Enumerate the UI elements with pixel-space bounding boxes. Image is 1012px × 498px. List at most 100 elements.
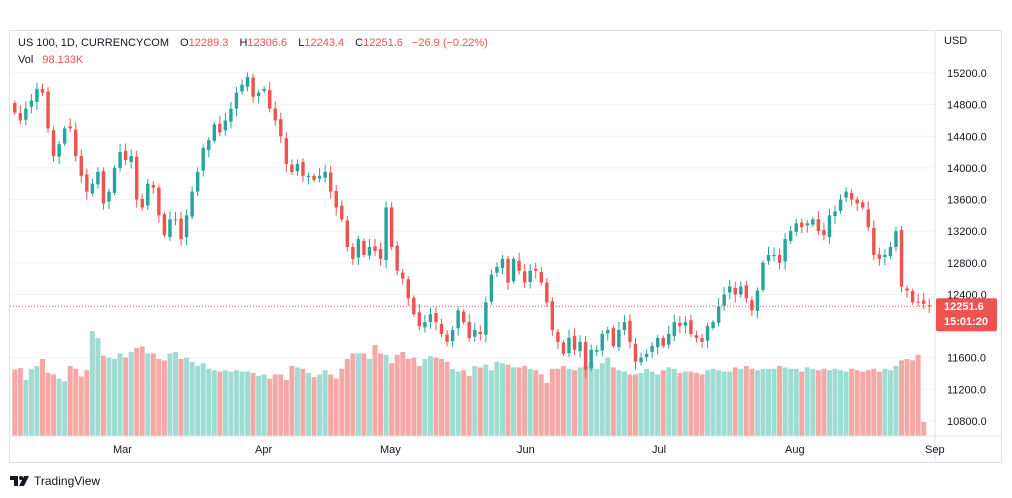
- candle-body: [134, 156, 139, 200]
- candle-body: [506, 258, 510, 283]
- candle-body: [905, 288, 909, 291]
- volume-bar: [760, 368, 766, 436]
- candle-body: [201, 148, 205, 171]
- volume-bar: [538, 374, 544, 436]
- volume-bar: [184, 357, 190, 436]
- candle-body: [428, 314, 433, 323]
- time-axis: Mar Apr May Jun Jul Aug Sep: [113, 444, 945, 456]
- volume-bar: [433, 357, 439, 436]
- volume-bar: [549, 368, 555, 436]
- candle-body: [899, 229, 904, 287]
- close-key: C: [355, 37, 364, 49]
- volume-bar: [572, 370, 578, 436]
- volume-bar: [899, 360, 905, 436]
- volume-bar: [655, 374, 661, 436]
- volume-bar: [239, 371, 245, 436]
- candle-body: [750, 300, 754, 311]
- branding[interactable]: TradingView: [10, 472, 100, 490]
- volume-bar: [272, 374, 278, 436]
- candle-body: [101, 171, 106, 204]
- candle-body: [317, 175, 322, 179]
- candle-body: [107, 191, 111, 202]
- candle-body: [766, 254, 771, 261]
- candle-body: [173, 219, 178, 221]
- candle-body: [484, 302, 488, 335]
- volume-bar: [688, 371, 694, 436]
- candle-body: [79, 156, 83, 176]
- candle-body: [827, 215, 832, 238]
- volume-bar: [488, 370, 494, 436]
- candle-body: [861, 202, 865, 208]
- volume-bar: [788, 368, 794, 436]
- candle-body: [450, 330, 455, 342]
- candle-body: [534, 268, 538, 271]
- candle-body: [46, 91, 50, 129]
- candle-body: [24, 108, 28, 120]
- volume-bar: [228, 371, 234, 436]
- candle-body: [589, 349, 593, 369]
- candle-body: [18, 113, 23, 121]
- candle-body: [683, 322, 688, 326]
- volume-bar: [594, 368, 600, 436]
- candle-body: [528, 270, 532, 282]
- candle-body: [96, 171, 100, 185]
- volume-bar: [294, 367, 300, 436]
- candle-body: [367, 247, 372, 256]
- candle-body: [633, 343, 638, 362]
- volume-bar: [167, 353, 173, 436]
- open-key: O: [180, 37, 189, 49]
- candles: [10, 72, 934, 378]
- candle-body: [212, 124, 217, 141]
- candle-body: [705, 326, 710, 341]
- candle-body: [362, 240, 366, 255]
- candle-body: [434, 312, 438, 323]
- y-tick-label: 14000.0: [947, 163, 987, 175]
- candle-body: [578, 341, 582, 352]
- volume-bar: [777, 366, 783, 436]
- volume-bar: [355, 353, 361, 436]
- volume-bar: [78, 376, 84, 436]
- volume-bar: [660, 370, 666, 436]
- candle-body: [755, 290, 760, 311]
- candle-body: [655, 337, 660, 348]
- candle-body: [894, 231, 898, 247]
- volume-bar: [743, 366, 749, 436]
- volume-row: Vol 98.133K: [18, 52, 488, 69]
- candle-body: [700, 337, 704, 342]
- y-tick-label: 10800.0: [947, 416, 987, 428]
- currency-label: USD: [944, 35, 967, 47]
- volume-bar: [749, 368, 755, 436]
- volume-bar: [810, 368, 816, 436]
- volume-bar: [217, 371, 223, 436]
- candle-body: [340, 205, 344, 220]
- volume-bar: [51, 374, 57, 436]
- candle-body: [545, 282, 549, 303]
- volume-bar: [627, 374, 633, 436]
- candle-body: [478, 331, 483, 334]
- y-tick-label: 12800.0: [947, 258, 987, 270]
- candle-body: [179, 218, 183, 240]
- candle-body: [855, 199, 859, 204]
- candle-body: [423, 322, 427, 328]
- volume-bar: [804, 367, 810, 436]
- candle-body: [639, 357, 643, 363]
- candle-body: [866, 209, 870, 228]
- volume-bar: [173, 352, 178, 436]
- volume-bar: [555, 368, 561, 436]
- candle-body: [611, 328, 616, 346]
- candle-body: [229, 108, 233, 122]
- candle-body: [522, 271, 527, 283]
- volume-bar: [411, 357, 417, 436]
- volume-bar: [910, 360, 916, 436]
- volume-bar: [416, 366, 422, 436]
- candle-body: [916, 301, 920, 303]
- volume-bar: [527, 368, 533, 436]
- x-tick-label: May: [380, 444, 401, 456]
- volume-bar: [904, 359, 910, 436]
- candle-body: [921, 300, 926, 304]
- volume-bar: [793, 368, 799, 436]
- volume-bar: [211, 370, 217, 436]
- volume-bar: [782, 367, 788, 436]
- candle-body: [927, 305, 931, 307]
